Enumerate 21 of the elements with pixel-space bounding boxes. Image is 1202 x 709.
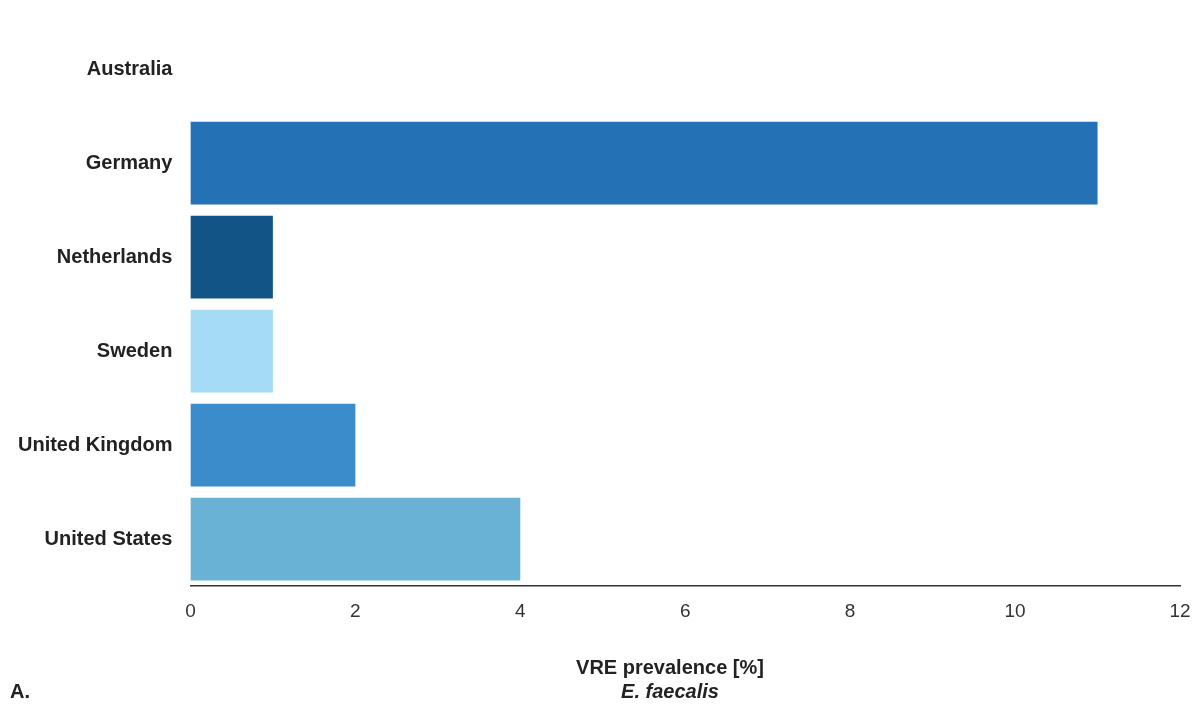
- text: A.: [10, 680, 30, 703]
- x-tick-label: 6: [679, 599, 691, 621]
- x-tick-label: 2: [350, 599, 361, 621]
- y-tick-label: Australia: [86, 56, 174, 79]
- y-tick-label: United States: [44, 526, 173, 549]
- x-tick-label: 0: [185, 599, 196, 621]
- text: E. faecalis: [620, 680, 720, 703]
- bar: [190, 403, 356, 487]
- y-tick-label: Sweden: [96, 338, 173, 361]
- bar: [190, 497, 521, 581]
- x-tick-label: 4: [514, 599, 526, 621]
- x-tick-label: 10: [1004, 599, 1026, 621]
- y-tick-label: United Kingdom: [17, 432, 173, 455]
- x-axis-title: VRE prevalence [%]: [575, 656, 765, 679]
- x-tick-label: 12: [1169, 599, 1191, 621]
- y-tick-label: Germany: [85, 150, 174, 173]
- bar: [190, 121, 1098, 205]
- x-tick-label: 8: [844, 599, 856, 621]
- bar: [190, 215, 273, 299]
- bar: [190, 309, 273, 393]
- y-tick-label: Netherlands: [56, 244, 173, 267]
